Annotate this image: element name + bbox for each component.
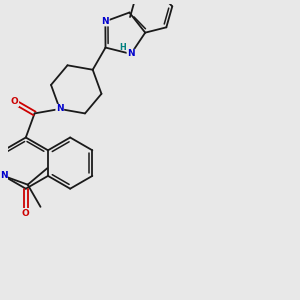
Text: N: N xyxy=(0,171,8,180)
Text: N: N xyxy=(127,50,135,58)
Text: O: O xyxy=(22,208,30,217)
Text: N: N xyxy=(101,17,109,26)
Text: H: H xyxy=(119,43,126,52)
Text: N: N xyxy=(56,104,64,113)
Text: O: O xyxy=(11,98,19,106)
